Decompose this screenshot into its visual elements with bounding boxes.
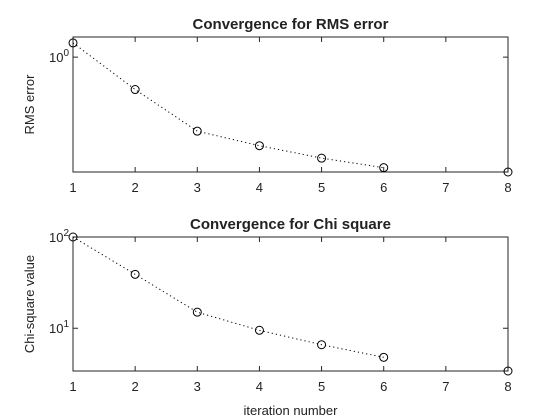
rms-error-title: Convergence for RMS error [193,16,389,33]
rms-error-xtick-label: 6 [380,180,387,195]
chi-square-data-point [317,340,327,350]
rms-error-xtick-label: 3 [194,180,201,195]
chi-square-subplot: Convergence for Chi square Chi-square va… [22,216,513,418]
chi-square-markers [68,232,513,376]
rms-error-ticks: 1 2 3 4 5 6 7 8 100 [49,37,512,195]
rms-error-axes-frame [72,36,509,173]
chi-square-xtick-label: 7 [442,379,449,394]
rms-error-xtick-label: 2 [132,180,139,195]
rms-error-data-point [130,85,140,95]
chi-square-ylabel: Chi-square value [22,255,37,353]
chi-square-xtick-label: 3 [194,379,201,394]
chi-square-ticks: 1 2 3 4 5 6 7 8 102 101 [49,228,512,394]
rms-error-series-line [72,42,384,169]
chi-square-ytick-label: 101 [49,319,69,336]
chi-square-ytick-label: 102 [49,228,69,245]
chi-square-xlabel: iteration number [244,403,339,418]
rms-error-subplot: Convergence for RMS error RMS error 1 2 3 4… [22,16,513,195]
rms-error-xtick-label: 1 [69,180,76,195]
rms-error-data-point [192,126,202,136]
rms-error-data-point [317,153,327,163]
chi-square-data-point [379,352,389,362]
chi-square-axes-frame [72,236,509,372]
chi-square-data-point [68,232,78,242]
rms-error-data-point [503,167,513,177]
rms-error-xtick-label: 7 [442,180,449,195]
chi-square-data-point [503,366,513,376]
rms-error-data-point [254,141,264,151]
rms-error-data-point [68,38,78,48]
chi-square-xtick-label: 5 [318,379,325,394]
rms-error-xtick-label: 8 [504,180,511,195]
chi-square-xtick-label: 1 [69,379,76,394]
rms-error-xtick-label: 5 [318,180,325,195]
chi-square-title: Convergence for Chi square [190,216,391,233]
rms-error-ylabel: RMS error [22,74,37,135]
chi-square-data-point [130,269,140,279]
rms-error-data-point [379,163,389,173]
chi-square-xtick-label: 6 [380,379,387,394]
rms-error-ytick-label: 100 [49,48,69,65]
rms-error-xtick-label: 4 [256,180,263,195]
rms-error-markers [68,38,513,177]
chi-square-data-point [254,325,264,335]
chi-square-data-point [192,307,202,317]
chi-square-xtick-label: 2 [132,379,139,394]
chi-square-xtick-label: 4 [256,379,263,394]
chi-square-xtick-label: 8 [504,379,511,394]
